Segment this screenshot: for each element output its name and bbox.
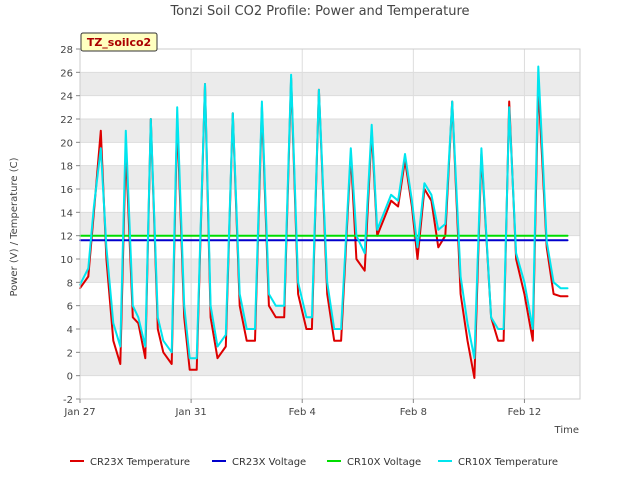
y-tick-label: 26 — [60, 68, 73, 79]
x-tick-label: Feb 8 — [400, 407, 427, 418]
grid-band — [80, 352, 580, 376]
y-tick-label: 24 — [60, 92, 73, 103]
grid-band — [80, 212, 580, 236]
y-tick-label: 28 — [60, 45, 73, 56]
grid-band — [80, 95, 580, 119]
x-tick-label: Feb 12 — [508, 407, 542, 418]
y-tick-label: 12 — [60, 232, 73, 243]
x-tick-label: Feb 4 — [289, 407, 316, 418]
grid-band — [80, 165, 580, 189]
grid-band — [80, 375, 580, 399]
y-tick-label: 0 — [67, 372, 73, 383]
grid-band — [80, 259, 580, 283]
legend-label: CR23X Voltage — [232, 457, 306, 468]
plot-frame — [79, 48, 581, 400]
site-label-box: TZ_soilco2 — [80, 32, 158, 52]
x-axis-label: Time — [554, 425, 579, 436]
series-lines — [79, 65, 569, 379]
legend-label: CR10X Voltage — [347, 457, 421, 468]
chart-title: Tonzi Soil CO2 Profile: Power and Temper… — [169, 4, 469, 19]
y-tick-label: 6 — [67, 302, 73, 313]
legend-label: CR23X Temperature — [90, 457, 190, 468]
x-tick-label: Jan 31 — [174, 407, 206, 418]
grid-band — [80, 235, 580, 259]
site-label: TZ_soilco2 — [87, 36, 151, 49]
y-tick-label: 18 — [60, 162, 73, 173]
x-tick-label: Jan 27 — [63, 407, 95, 418]
x-tick-labels: Jan 27 Jan 31 Feb 4 Feb 8 Feb 12 — [63, 399, 541, 418]
grid-band — [80, 72, 580, 96]
legend-label: CR10X Temperature — [458, 457, 558, 468]
grid-band — [80, 189, 580, 213]
y-tick-label: 16 — [60, 185, 73, 196]
legend: CR23X Temperature CR23X Voltage CR10X Volt… — [70, 457, 558, 468]
y-tick-label: 20 — [60, 138, 73, 149]
y-tick-label: 22 — [60, 115, 73, 126]
y-tick-label: 8 — [67, 278, 73, 289]
grid-band — [80, 329, 580, 353]
y-tick-label: 2 — [67, 348, 73, 359]
series-line-cr10x-temperature — [79, 65, 569, 360]
y-tick-label: 14 — [60, 208, 73, 219]
y-tick-label: 4 — [67, 325, 73, 336]
grid-band — [80, 142, 580, 166]
grid-band — [80, 49, 580, 73]
y-axis-label: Power (V) / Temperature (C) — [9, 157, 20, 296]
grid-band — [80, 282, 580, 306]
y-tick-label: -2 — [63, 395, 73, 406]
grid-band — [80, 119, 580, 143]
y-tick-label: 10 — [60, 255, 73, 266]
